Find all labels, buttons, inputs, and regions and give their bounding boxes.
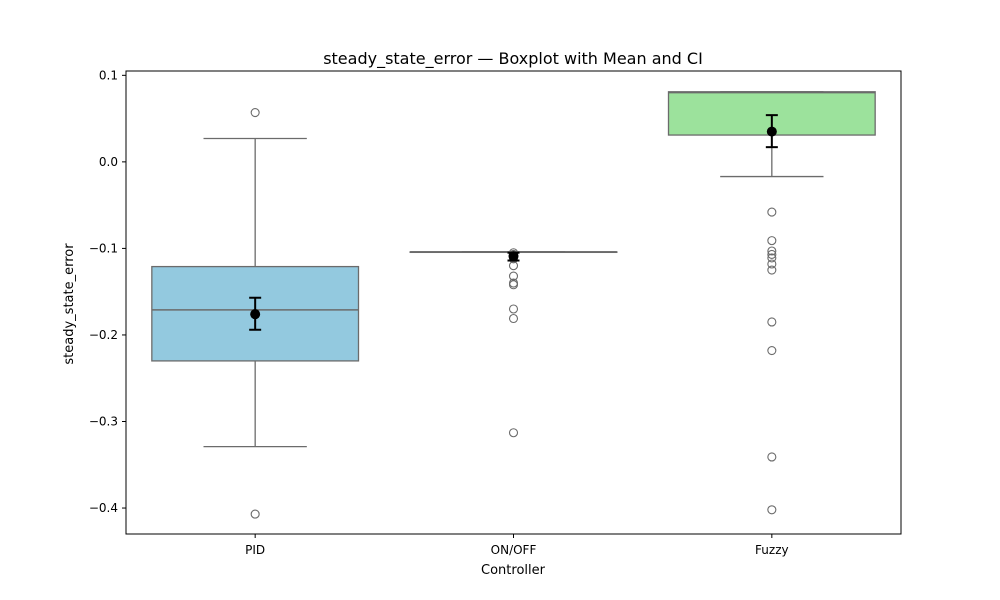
y-axis-label: steady_state_error: [62, 243, 77, 365]
outlier-point: [508, 271, 519, 281]
y-tick-label: 0.1: [99, 68, 118, 82]
box-group-pid: [151, 107, 360, 519]
outlier-point: [508, 428, 519, 438]
outlier-point: [767, 259, 777, 269]
outlier-point: [767, 236, 777, 246]
outlier-point: [508, 280, 519, 290]
outlier-point: [767, 246, 777, 256]
x-axis-label: Controller: [481, 563, 546, 578]
outlier-point: [508, 304, 519, 314]
box-group-on-off: [409, 248, 618, 438]
outlier-point: [767, 452, 777, 462]
x-tick-label: PID: [245, 543, 265, 557]
x-tick-label: ON/OFF: [491, 543, 537, 557]
outlier-point: [508, 313, 519, 324]
outlier-point: [767, 253, 777, 263]
outlier-point: [767, 505, 777, 515]
outlier-point: [767, 317, 777, 327]
plot-area: 0.1 0.0 −0.1 −0.2 −0.3 −0.4 PID ON/OFF Fuzzy: [89, 68, 902, 557]
outlier-point: [767, 265, 777, 275]
plot-frame: [125, 70, 902, 535]
mean-marker: [250, 309, 261, 320]
outlier-point: [250, 107, 260, 118]
outlier-point: [767, 249, 777, 260]
mean-marker: [766, 126, 777, 137]
y-tick-label: −0.4: [89, 501, 118, 515]
box-group-fuzzy: [667, 91, 876, 515]
mean-marker: [508, 251, 519, 262]
outlier-point: [767, 345, 777, 356]
outlier-point: [250, 509, 260, 519]
outlier-point: [767, 207, 777, 217]
y-tick-label: 0.0: [99, 155, 118, 169]
y-tick-label: −0.2: [89, 328, 118, 342]
chart-title: steady_state_error — Boxplot with Mean a…: [323, 49, 703, 69]
x-tick-label: Fuzzy: [755, 543, 789, 557]
y-tick-label: −0.1: [89, 241, 118, 255]
outlier-point: [508, 261, 519, 271]
y-tick-label: −0.3: [89, 414, 118, 428]
